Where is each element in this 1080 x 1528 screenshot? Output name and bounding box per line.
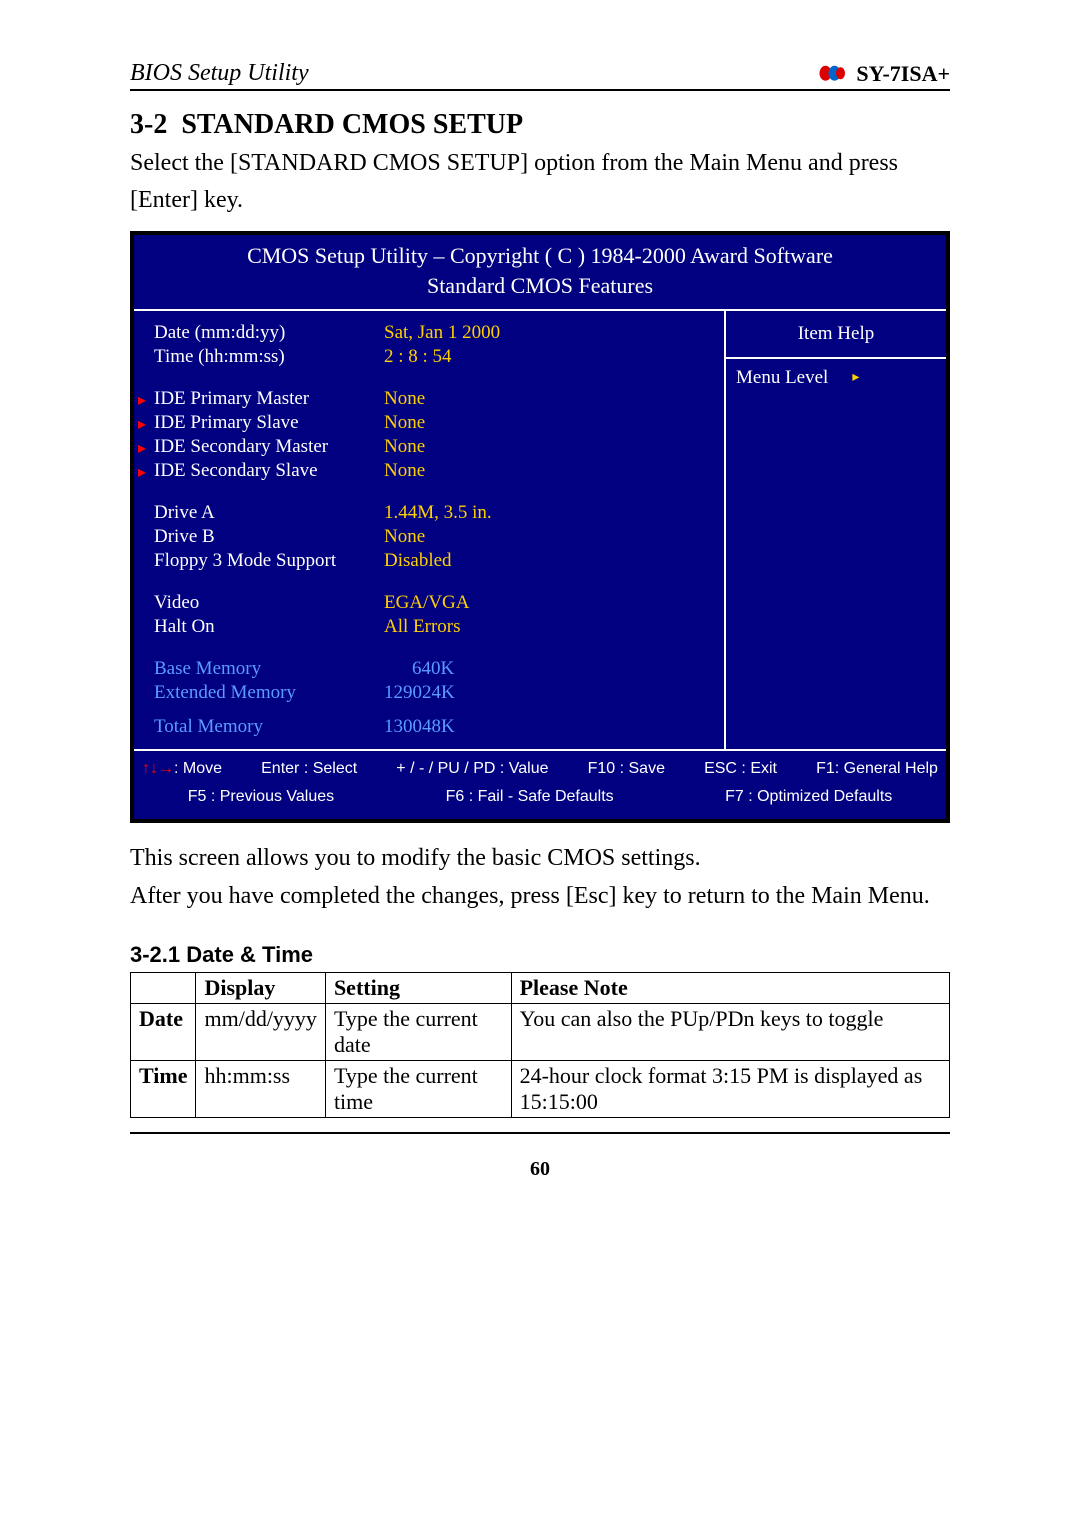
- table-cell: You can also the PUp/PDn keys to toggle: [511, 1003, 949, 1060]
- table-header: Display: [196, 972, 325, 1003]
- footer-f5: F5 : Previous Values: [188, 788, 334, 806]
- section-title-text: STANDARD CMOS SETUP: [181, 109, 523, 140]
- bios-label: IDE Primary Slave: [154, 412, 384, 434]
- page-number: 60: [130, 1158, 950, 1181]
- bios-label: Base Memory: [154, 658, 384, 680]
- bios-title: CMOS Setup Utility – Copyright ( C ) 198…: [134, 235, 946, 310]
- post-p1: This screen allows you to modify the bas…: [130, 845, 701, 871]
- bios-value: 130048K: [384, 716, 455, 738]
- bios-label: Total Memory: [154, 716, 384, 738]
- table-rowhead: Date: [131, 1003, 196, 1060]
- bios-value: 1.44M, 3.5 in.: [384, 502, 492, 524]
- footer-f10: F10 : Save: [588, 760, 665, 778]
- footer-f6: F6 : Fail - Safe Defaults: [446, 788, 614, 806]
- bios-value: 129024K: [384, 682, 455, 704]
- table-rowhead: Time: [131, 1060, 196, 1117]
- menu-level-label: Menu Level: [736, 367, 828, 389]
- post-p2: After you have completed the changes, pr…: [130, 883, 930, 909]
- footer-esc: ESC : Exit: [704, 760, 777, 778]
- bios-label: Extended Memory: [154, 682, 384, 704]
- bios-value: 2 : 8 : 54: [384, 346, 452, 368]
- bios-settings-pane: Date (mm:dd:yy)Sat, Jan 1 2000 Time (hh:…: [134, 311, 724, 749]
- bios-value: 640K: [384, 658, 454, 680]
- bios-help-pane: Item Help Menu Level ▸: [724, 311, 946, 749]
- bios-title-line2: Standard CMOS Features: [427, 273, 653, 298]
- section-heading: 3-2 STANDARD CMOS SETUP: [130, 109, 950, 141]
- bios-label: IDE Secondary Master: [154, 436, 384, 458]
- page-header: BIOS Setup Utility SY-7ISA+: [130, 60, 950, 91]
- footer-f1: F1: General Help: [816, 760, 938, 778]
- bios-label: Date (mm:dd:yy): [154, 322, 384, 344]
- bios-value: Disabled: [384, 550, 452, 572]
- soyo-logo-icon: [818, 62, 848, 86]
- bios-value: All Errors: [384, 616, 461, 638]
- bios-value: None: [384, 460, 425, 482]
- model-number: SY-7ISA+: [856, 61, 950, 87]
- bios-label: Time (hh:mm:ss): [154, 346, 384, 368]
- arrow-right-icon: ▸: [852, 369, 859, 386]
- footer-f7: F7 : Optimized Defaults: [725, 788, 892, 806]
- bios-value: None: [384, 412, 425, 434]
- table-cell: 24-hour clock format 3:15 PM is displaye…: [511, 1060, 949, 1117]
- section-intro: Select the [STANDARD CMOS SETUP] option …: [130, 145, 950, 219]
- bios-label: Drive B: [154, 526, 384, 548]
- table-header: Setting: [325, 972, 511, 1003]
- menu-level-row: Menu Level ▸: [726, 359, 946, 397]
- table-row: Time hh:mm:ss Type the current time 24-h…: [131, 1060, 950, 1117]
- bios-label: IDE Primary Master: [154, 388, 384, 410]
- table-cell: hh:mm:ss: [196, 1060, 325, 1117]
- table-cell: Type the current time: [325, 1060, 511, 1117]
- bios-label: Video: [154, 592, 384, 614]
- header-left: BIOS Setup Utility: [130, 60, 309, 87]
- bios-screenshot: CMOS Setup Utility – Copyright ( C ) 198…: [130, 231, 950, 822]
- arrow-keys-icon: ↑↓→: [142, 760, 174, 777]
- table-cell: Type the current date: [325, 1003, 511, 1060]
- bios-label: Drive A: [154, 502, 384, 524]
- bios-value: Sat, Jan 1 2000: [384, 322, 500, 344]
- bios-label: Halt On: [154, 616, 384, 638]
- table-header: [131, 972, 196, 1003]
- bios-label: IDE Secondary Slave: [154, 460, 384, 482]
- footer-enter: Enter : Select: [261, 760, 357, 778]
- table-cell: mm/dd/yyyy: [196, 1003, 325, 1060]
- header-right: SY-7ISA+: [818, 61, 950, 87]
- item-help-header: Item Help: [726, 311, 946, 359]
- subsection-heading: 3-2.1 Date & Time: [130, 942, 950, 968]
- table-row: Date mm/dd/yyyy Type the current date Yo…: [131, 1003, 950, 1060]
- bios-value: None: [384, 526, 425, 548]
- footer-move: ↑↓→: Move: [142, 760, 222, 778]
- bios-value: None: [384, 388, 425, 410]
- bios-title-line1: CMOS Setup Utility – Copyright ( C ) 198…: [247, 243, 833, 268]
- footer-divider: [130, 1132, 950, 1134]
- bios-value: EGA/VGA: [384, 592, 470, 614]
- section-number: 3-2: [130, 109, 167, 140]
- post-text: This screen allows you to modify the bas…: [130, 839, 950, 916]
- footer-value: + / - / PU / PD : Value: [396, 760, 548, 778]
- bios-label: Floppy 3 Mode Support: [154, 550, 384, 572]
- table-header: Please Note: [511, 972, 949, 1003]
- bios-footer: ↑↓→: Move Enter : Select + / - / PU / PD…: [134, 749, 946, 819]
- bios-value: None: [384, 436, 425, 458]
- date-time-table: Display Setting Please Note Date mm/dd/y…: [130, 972, 950, 1118]
